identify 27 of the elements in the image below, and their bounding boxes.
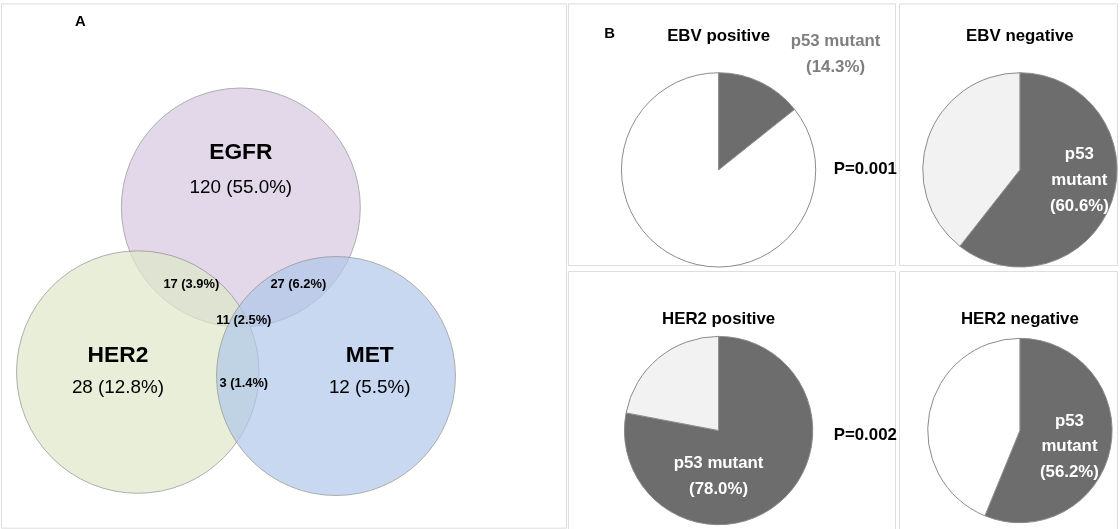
text: 3 (1.4%): [219, 374, 269, 390]
pie-slice: [624, 335, 814, 526]
chart-title: HER2 positive: [662, 308, 776, 328]
slice-label: p53 mutant: [1051, 143, 1108, 189]
chart-title: HER2 negative: [960, 308, 1079, 328]
category-label: EGFR: [209, 137, 273, 164]
text: B: [604, 25, 616, 42]
slice-label: p53 mutant: [673, 453, 764, 473]
data-label: (56.2%): [1039, 462, 1099, 482]
category-label: MET: [345, 341, 394, 368]
slice-label: p53 mutant: [790, 30, 881, 50]
data-label: (14.3%): [806, 56, 866, 76]
data-label: 28 (12.8%): [71, 375, 164, 397]
data-label: (78.0%): [689, 478, 749, 498]
text: 17 (3.9%): [163, 275, 220, 291]
text: A: [74, 13, 86, 30]
data-label: 12 (5.5%): [328, 375, 411, 397]
chart-title: EBV negative: [966, 26, 1074, 46]
text: 11 (2.5%): [216, 312, 272, 328]
slice-label: p53 mutant: [1041, 410, 1098, 456]
text: P=0.002: [833, 425, 897, 445]
text: 27 (6.2%): [270, 275, 327, 291]
category-label: HER2: [87, 341, 149, 368]
chart-title: EBV positive: [667, 26, 771, 46]
data-label: 120 (55.0%): [189, 175, 293, 197]
data-label: (60.6%): [1049, 195, 1109, 215]
text: P=0.001: [833, 158, 897, 178]
